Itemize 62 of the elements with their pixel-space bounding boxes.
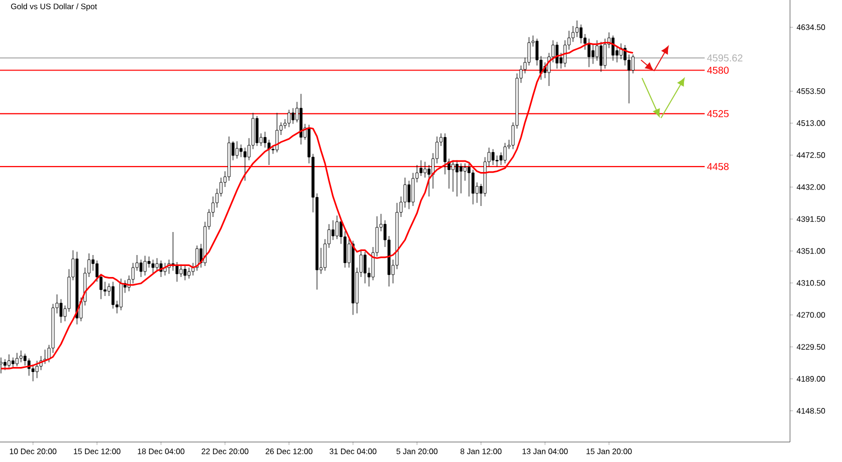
candlestick [496, 155, 498, 167]
candlestick [464, 163, 466, 182]
candlestick [632, 54, 634, 74]
candlestick [492, 148, 494, 166]
candlestick [188, 267, 190, 279]
candlestick [408, 180, 410, 210]
candlestick [0, 357, 2, 374]
ref-line-label: 4525 [707, 110, 729, 118]
candlestick [236, 140, 238, 159]
candlestick [364, 251, 366, 284]
candlestick [612, 35, 614, 62]
candlestick [140, 259, 142, 278]
candlestick [472, 169, 474, 205]
candlestick [152, 259, 154, 274]
candlestick [504, 142, 506, 164]
candlestick [156, 258, 158, 272]
candlestick [240, 144, 242, 158]
candlestick [456, 160, 458, 197]
candlestick [452, 160, 454, 192]
candlestick [112, 281, 114, 309]
candlestick [424, 162, 426, 178]
candlestick [412, 172, 414, 206]
ref-line-label: 4580 [707, 66, 729, 74]
candlestick [36, 360, 38, 378]
candlestick [100, 274, 102, 300]
candlestick [588, 38, 590, 68]
candlestick [332, 220, 334, 240]
candlestick [580, 24, 582, 44]
candlestick [604, 38, 606, 69]
candlestick [12, 357, 14, 368]
candlestick [24, 353, 26, 366]
candlestick [264, 132, 266, 148]
candlestick [244, 147, 246, 182]
candlestick [144, 255, 146, 276]
candlestick [20, 350, 22, 363]
candlestick [132, 262, 134, 284]
ref-line-label: 4595.62 [707, 54, 742, 62]
candlestick [592, 44, 594, 64]
candlestick [292, 108, 294, 124]
candlestick [288, 109, 290, 128]
candlestick [8, 354, 10, 368]
candlestick [32, 364, 34, 382]
ref-line-label: 4458 [707, 163, 729, 170]
candlestick [120, 278, 122, 310]
candlestick [564, 40, 566, 68]
candlestick [468, 163, 470, 197]
candlestick [16, 352, 18, 367]
candlestick [176, 262, 178, 282]
candlestick [336, 215, 338, 240]
candlestick [528, 36, 530, 66]
candlestick [460, 163, 462, 194]
candlestick [576, 20, 578, 38]
candlestick [4, 358, 6, 370]
candlestick [184, 266, 186, 280]
candlestick [572, 26, 574, 42]
candlestick [180, 264, 182, 278]
candlestick [276, 112, 278, 153]
candlestick [96, 260, 98, 282]
candlestick [148, 256, 150, 268]
candlestick [60, 298, 62, 324]
candlestick [420, 160, 422, 176]
candlestick [600, 42, 602, 72]
